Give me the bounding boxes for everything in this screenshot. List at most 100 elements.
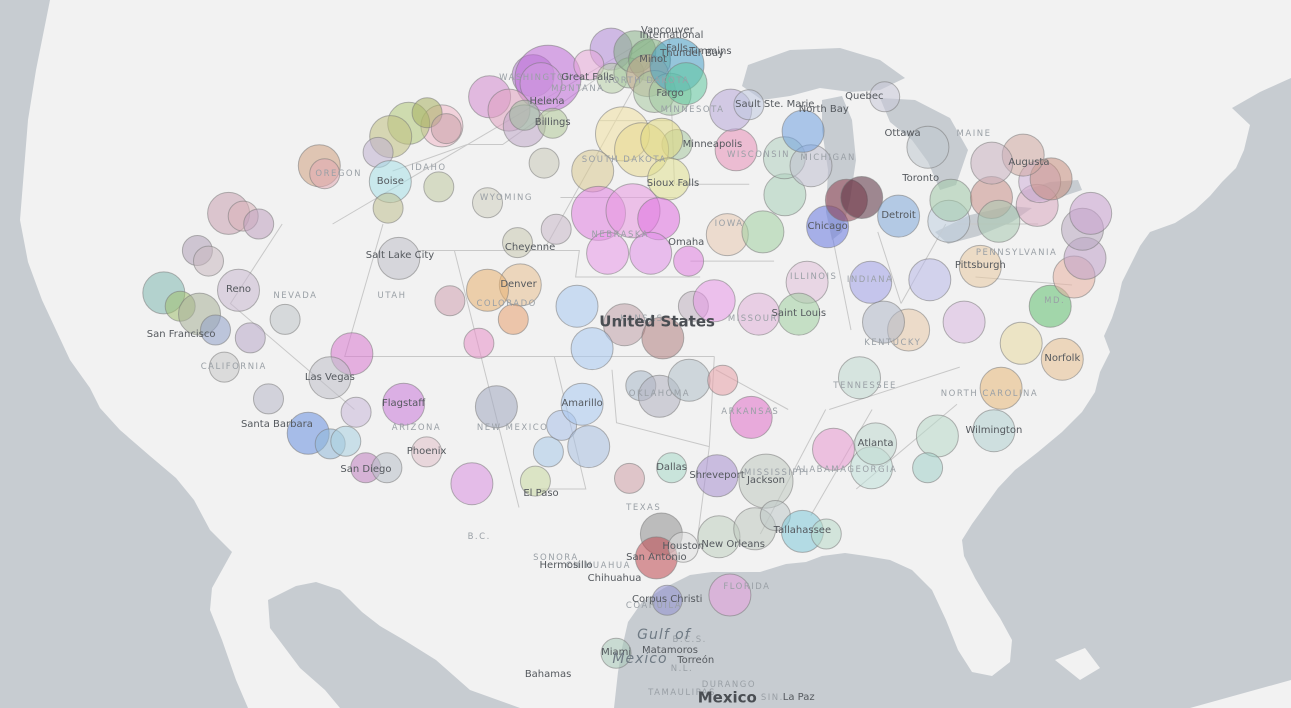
data-marker[interactable] <box>308 356 352 400</box>
data-marker[interactable] <box>915 414 959 458</box>
data-marker[interactable] <box>340 396 372 428</box>
state-border <box>611 369 710 448</box>
data-marker[interactable] <box>1040 337 1084 381</box>
data-marker[interactable] <box>781 109 825 153</box>
data-marker[interactable] <box>586 231 630 275</box>
data-marker[interactable] <box>555 284 599 328</box>
data-marker[interactable] <box>942 300 986 344</box>
data-marker[interactable] <box>208 351 240 383</box>
data-marker[interactable] <box>862 300 905 344</box>
data-marker[interactable] <box>673 245 705 277</box>
data-marker[interactable] <box>692 279 736 323</box>
data-marker[interactable] <box>877 194 921 238</box>
data-marker[interactable] <box>1029 157 1073 201</box>
data-marker[interactable] <box>519 62 563 106</box>
data-marker[interactable] <box>537 107 569 139</box>
data-marker[interactable] <box>641 316 685 360</box>
data-marker[interactable] <box>193 245 224 277</box>
data-marker[interactable] <box>450 462 494 506</box>
data-marker[interactable] <box>532 436 564 468</box>
data-marker[interactable] <box>309 158 341 190</box>
data-marker[interactable] <box>908 258 952 302</box>
data-marker[interactable] <box>840 176 884 219</box>
data-marker[interactable] <box>269 303 301 335</box>
data-marker[interactable] <box>200 314 231 346</box>
data-marker[interactable] <box>423 171 455 203</box>
data-marker[interactable] <box>1028 284 1072 328</box>
data-marker[interactable] <box>629 231 673 275</box>
data-marker[interactable] <box>234 322 266 354</box>
data-marker[interactable] <box>614 462 645 494</box>
data-marker[interactable] <box>430 113 462 145</box>
data-marker[interactable] <box>733 89 765 121</box>
data-marker[interactable] <box>667 531 699 563</box>
city-label: Shreveport <box>689 469 745 481</box>
data-marker[interactable] <box>812 427 855 471</box>
data-marker[interactable] <box>463 327 495 359</box>
data-marker[interactable] <box>906 125 950 169</box>
data-marker[interactable] <box>929 178 973 222</box>
data-marker[interactable] <box>243 208 275 240</box>
data-marker[interactable] <box>999 321 1043 365</box>
city-label: Atlanta <box>857 437 894 449</box>
data-marker[interactable] <box>741 210 785 254</box>
data-marker[interactable] <box>977 199 1021 243</box>
state-label: NORTH CAROLINA <box>940 388 1039 399</box>
data-marker[interactable] <box>838 356 881 400</box>
data-marker[interactable] <box>466 268 509 312</box>
data-marker[interactable] <box>519 465 551 497</box>
data-marker[interactable] <box>217 268 260 312</box>
city-label: Norfolk <box>1044 353 1081 365</box>
data-marker[interactable] <box>958 244 1002 288</box>
data-marker[interactable] <box>810 518 842 550</box>
data-marker[interactable] <box>707 364 739 396</box>
lake-superior <box>742 48 905 100</box>
data-marker[interactable] <box>640 117 684 161</box>
data-marker[interactable] <box>656 452 688 484</box>
data-marker[interactable] <box>869 81 901 113</box>
city-label: Omaha <box>668 236 705 248</box>
data-marker[interactable] <box>434 285 466 317</box>
data-marker[interactable] <box>979 366 1023 410</box>
city-label: Bahamas <box>524 668 572 680</box>
data-marker[interactable] <box>849 260 893 304</box>
data-marker[interactable] <box>377 236 421 280</box>
data-marker[interactable] <box>737 292 781 336</box>
city-label: Wilmington <box>965 424 1023 436</box>
data-marker[interactable] <box>664 62 708 106</box>
data-marker[interactable] <box>371 452 403 484</box>
data-marker[interactable] <box>651 584 683 616</box>
city-label: Phoenix <box>406 445 447 457</box>
data-marker[interactable] <box>560 382 604 426</box>
data-marker[interactable] <box>695 454 739 498</box>
data-marker[interactable] <box>603 303 646 347</box>
data-marker[interactable] <box>472 187 503 219</box>
data-marker[interactable] <box>411 436 443 468</box>
city-label: Great Falls <box>561 72 614 84</box>
data-marker[interactable] <box>497 303 529 335</box>
data-marker[interactable] <box>567 425 611 469</box>
data-marker[interactable] <box>502 227 533 259</box>
city-label: San Diego <box>340 464 392 476</box>
data-marker[interactable] <box>382 382 426 426</box>
data-marker[interactable] <box>854 422 898 466</box>
data-marker[interactable] <box>708 573 752 617</box>
data-marker[interactable] <box>729 395 773 439</box>
data-marker[interactable] <box>972 409 1016 453</box>
data-marker[interactable] <box>474 385 518 429</box>
data-marker[interactable] <box>573 49 605 81</box>
data-marker[interactable] <box>570 327 614 371</box>
data-marker[interactable] <box>330 425 362 457</box>
state-label: NORTH DAKOTA <box>604 75 690 86</box>
data-marker[interactable] <box>697 515 741 559</box>
data-marker[interactable] <box>600 637 632 669</box>
data-marker[interactable] <box>912 452 944 484</box>
data-marker[interactable] <box>970 141 1014 185</box>
data-marker[interactable] <box>1069 191 1113 235</box>
data-marker[interactable] <box>372 192 404 224</box>
data-marker[interactable] <box>528 147 560 179</box>
data-marker[interactable] <box>540 213 572 245</box>
data-marker[interactable] <box>253 383 284 415</box>
